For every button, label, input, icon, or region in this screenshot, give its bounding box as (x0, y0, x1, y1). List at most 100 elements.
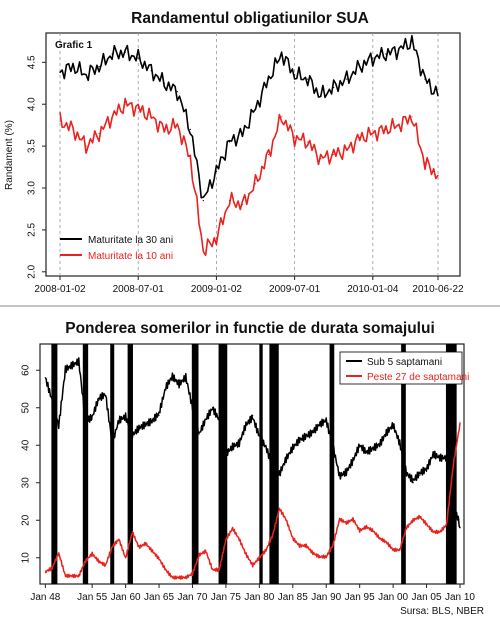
x-tick-label: Jan 95 (345, 592, 375, 603)
data-point (278, 508, 281, 510)
y-tick-label: 60 (21, 364, 32, 376)
data-point (84, 560, 87, 563)
data-point (163, 128, 165, 130)
data-point (258, 557, 260, 559)
data-point (272, 463, 274, 465)
data-point (91, 418, 93, 420)
data-point (425, 523, 428, 525)
data-point (265, 549, 267, 551)
data-point (198, 433, 200, 435)
data-point (298, 437, 301, 439)
data-point (185, 575, 187, 578)
data-point (138, 429, 140, 431)
data-point (59, 120, 61, 122)
data-point (312, 429, 314, 431)
data-point (419, 515, 421, 518)
chart-1-x-axis: 2008-01-02 2008-07-01 2009-01-02 2009-07-01… (34, 276, 464, 295)
data-point (85, 145, 87, 147)
chart-2-source: Sursa: BLS, NBER (400, 606, 484, 617)
recession-bar (329, 344, 335, 584)
data-point (176, 91, 178, 93)
data-point (254, 183, 257, 185)
data-point (202, 250, 204, 252)
data-point (459, 422, 461, 424)
data-point (254, 107, 257, 110)
y-tick-label: 4.5 (27, 55, 38, 69)
x-tick-label: 2009-01-02 (191, 284, 243, 295)
data-point (372, 57, 374, 59)
data-point (424, 78, 426, 80)
x-tick-label: Jan 70 (177, 592, 207, 603)
y-tick-label: 2.0 (27, 264, 38, 278)
data-point (307, 78, 309, 80)
data-point (452, 463, 454, 465)
y-tick-label: 3.5 (27, 139, 38, 153)
data-point (265, 444, 267, 446)
data-point (98, 132, 100, 135)
data-point (252, 564, 254, 566)
data-point (104, 564, 107, 566)
x-tick-label: Jan 05 (412, 592, 442, 603)
data-point (171, 575, 174, 578)
data-point (298, 545, 301, 548)
x-tick-label: Jan 65 (144, 592, 174, 603)
data-point (137, 107, 139, 110)
data-point (272, 534, 274, 536)
chart-2-legend: Sub 5 saptamani Peste 27 de saptamani (339, 351, 469, 385)
data-point (399, 549, 401, 551)
chart-1-y-axis-label: Randament (%) (4, 120, 15, 190)
data-point (151, 422, 153, 424)
data-point (145, 542, 147, 544)
recession-bar (51, 344, 58, 584)
data-point (58, 553, 60, 555)
data-point (125, 557, 127, 559)
data-point (232, 527, 234, 529)
data-point (51, 568, 53, 570)
data-point (245, 553, 247, 555)
recession-bar (110, 344, 115, 584)
data-point (359, 444, 361, 446)
recession-bar (218, 344, 228, 584)
data-point (332, 545, 334, 548)
data-point (432, 530, 434, 533)
data-point (189, 158, 191, 160)
data-point (51, 399, 53, 401)
series-line-under-5-weeks (44, 357, 461, 529)
data-point (176, 124, 178, 126)
data-point (138, 545, 140, 548)
data-point (258, 433, 260, 435)
data-point (131, 437, 133, 439)
data-point (58, 425, 60, 428)
data-point (238, 440, 240, 443)
legend-label-under-5: Sub 5 saptamani (367, 357, 442, 368)
data-point (318, 422, 321, 424)
data-point (118, 422, 120, 424)
data-point (111, 116, 113, 118)
x-tick-label: Jan 80 (244, 592, 274, 603)
data-point (215, 170, 218, 172)
data-point (446, 459, 448, 461)
data-point (84, 422, 87, 424)
data-point (437, 174, 439, 177)
data-point (125, 418, 127, 420)
chart-2-series (44, 357, 461, 580)
recession-bar (127, 344, 133, 584)
data-point (320, 158, 322, 160)
data-point (111, 53, 113, 55)
data-point (325, 557, 327, 559)
chart-2-x-axis: Jan 48 Jan 55 Jan 60 Jan 65 Jan 70 Jan 75 Jan … (30, 584, 475, 603)
data-point (425, 470, 428, 473)
data-point (71, 575, 73, 578)
data-point (459, 527, 461, 529)
data-point (205, 549, 207, 551)
x-tick-label: 2010-01-04 (347, 284, 399, 295)
data-point (228, 199, 231, 202)
data-point (439, 459, 441, 461)
legend-label-over-27: Peste 27 de saptamani (367, 372, 469, 383)
y-tick-label: 2.5 (27, 223, 38, 237)
data-point (72, 128, 74, 130)
data-point (294, 137, 296, 139)
chart-1-annotation: Grafic 1 (55, 40, 93, 51)
y-tick-label: 4.0 (27, 97, 38, 111)
data-point (218, 568, 220, 570)
